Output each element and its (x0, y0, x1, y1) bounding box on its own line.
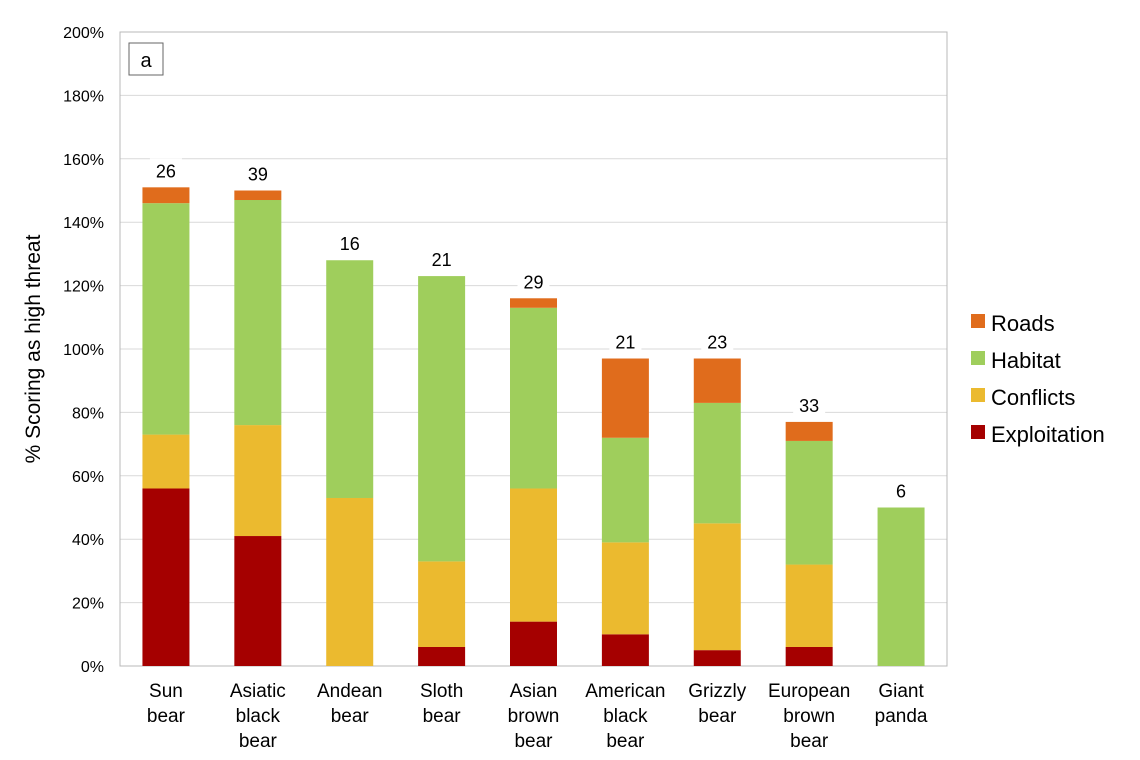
x-category-label: Asiatic (230, 681, 286, 702)
bar-segment-exploitation (785, 646, 833, 666)
x-category-label: Grizzly (688, 681, 747, 702)
y-tick-label: 140% (63, 215, 104, 232)
x-category-label: brown (783, 706, 835, 727)
bar-segment-exploitation (234, 536, 282, 666)
legend: Roads Habitat Conflicts Exploitation (971, 311, 1105, 447)
legend-swatch-habitat (971, 351, 985, 365)
bar-segment-habitat (693, 402, 741, 524)
data-label-background (701, 329, 734, 354)
bar-segment-roads (142, 187, 190, 204)
bar-segment-habitat (326, 260, 374, 498)
bar-segment-exploitation (601, 634, 649, 666)
x-category-label: Giant (878, 681, 924, 702)
bar-segment-roads (234, 190, 282, 201)
y-tick-label: 180% (63, 88, 104, 105)
data-label-background (241, 161, 274, 186)
bar-segment-conflicts (234, 425, 282, 537)
bar-total-label: 6 (896, 482, 906, 502)
panel-label: a (140, 50, 152, 72)
bar-total-label: 23 (707, 333, 727, 353)
data-label-background (425, 247, 458, 272)
x-category-label: black (603, 706, 648, 727)
data-label-background (149, 158, 182, 183)
bar-segment-conflicts (142, 434, 190, 489)
x-category-label: bear (331, 706, 370, 727)
bar-total-label: 16 (340, 234, 360, 254)
bar-segment-conflicts (326, 497, 374, 666)
x-category-label: Sloth (420, 681, 463, 702)
y-tick-label: 160% (63, 152, 104, 169)
legend-swatch-conflicts (971, 388, 985, 402)
bar-total-label: 26 (156, 161, 176, 181)
bar-total-label: 39 (248, 165, 268, 185)
data-label-background (885, 478, 918, 503)
bar-segment-conflicts (510, 488, 557, 622)
data-label-background (609, 329, 642, 354)
data-labels: 26 39 16 21 29 21 23 33 6 (149, 158, 918, 503)
legend-label-conflicts: Conflicts (991, 385, 1075, 410)
bar-segment-exploitation (693, 650, 741, 666)
x-category-label: Andean (317, 681, 383, 702)
x-category-label: Sun (149, 681, 183, 702)
bar-segment-habitat (877, 507, 925, 666)
data-label-background (517, 269, 550, 294)
legend-swatch-exploitation (971, 425, 985, 439)
bar-total-label: 21 (432, 250, 452, 270)
x-category-label: bear (239, 731, 278, 752)
x-category-label: bear (147, 706, 186, 727)
bar-segment-roads (693, 358, 741, 403)
x-category-label: bear (423, 706, 462, 727)
x-category-label: Asian (510, 681, 558, 702)
data-label-background (793, 392, 826, 417)
y-tick-label: 0% (81, 659, 104, 676)
legend-label-habitat: Habitat (991, 348, 1061, 373)
legend-label-exploitation: Exploitation (991, 422, 1105, 447)
y-tick-label: 200% (63, 25, 104, 42)
bar-segment-exploitation (142, 488, 190, 666)
y-tick-label: 40% (72, 532, 104, 549)
y-tick-label: 120% (63, 279, 104, 296)
x-category-label: black (236, 706, 281, 727)
bar-total-label: 33 (799, 396, 819, 416)
legend-label-roads: Roads (991, 311, 1055, 336)
bar-segment-roads (785, 421, 833, 441)
x-category-label: bear (698, 706, 737, 727)
bar-segment-habitat (418, 276, 466, 562)
bar-segment-conflicts (693, 523, 741, 651)
bar-segment-exploitation (418, 646, 466, 666)
bar-total-label: 29 (523, 272, 543, 292)
bar-segment-habitat (234, 200, 282, 426)
data-label-background (333, 231, 366, 256)
y-tick-label: 80% (72, 405, 104, 422)
y-tick-label: 100% (63, 342, 104, 359)
bar-total-label: 21 (615, 333, 635, 353)
bar-segment-habitat (142, 203, 190, 435)
y-axis-label: % Scoring as high threat (22, 234, 45, 463)
x-category-label: American (585, 681, 665, 702)
x-category-label: brown (508, 706, 560, 727)
y-tick-label: 20% (72, 596, 104, 613)
x-category-label: bear (514, 731, 553, 752)
bar-segment-habitat (601, 437, 649, 543)
legend-swatch-roads (971, 314, 985, 328)
bar-segment-conflicts (785, 564, 833, 647)
bar-segment-conflicts (418, 561, 466, 647)
bar-segment-roads (510, 298, 557, 308)
x-axis-labels: Sun bear Asiatic black bear Andean bear Sloth be… (147, 681, 928, 752)
bars (142, 187, 925, 666)
y-tick-label: 60% (72, 469, 104, 486)
bar-segment-exploitation (510, 621, 557, 666)
bar-segment-habitat (785, 440, 833, 565)
x-category-label: bear (606, 731, 645, 752)
x-category-label: European (768, 681, 850, 702)
bar-segment-conflicts (601, 542, 649, 635)
bar-segment-roads (601, 358, 649, 438)
panel-label-box: a (128, 42, 164, 76)
bar-segment-habitat (510, 307, 557, 489)
y-axis-ticks: 0% 20% 40% 60% 80% 100% 120% 140% 160% 180% 200% (63, 25, 104, 676)
x-category-label: panda (875, 706, 928, 727)
x-category-label: bear (790, 731, 829, 752)
